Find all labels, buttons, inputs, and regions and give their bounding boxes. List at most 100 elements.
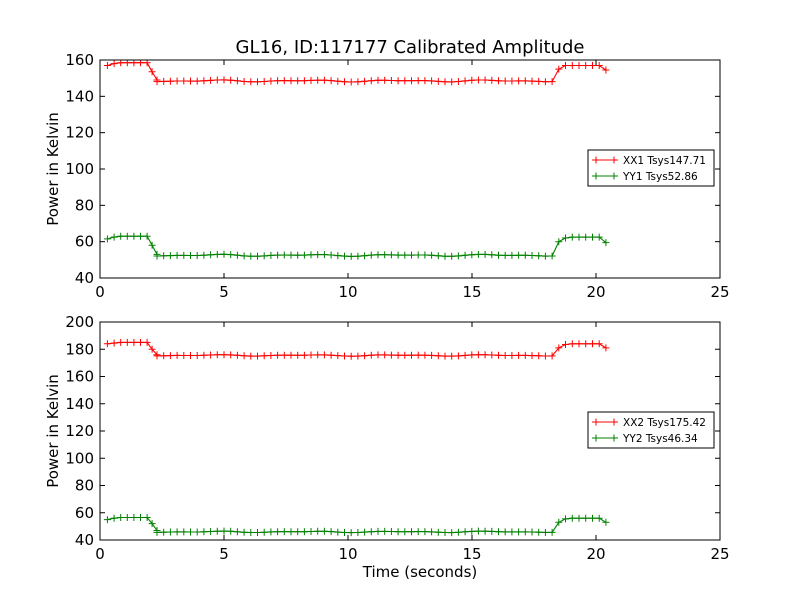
data-point bbox=[347, 529, 355, 537]
data-point bbox=[481, 76, 489, 84]
data-point bbox=[568, 514, 576, 522]
subplot-1: 0 5 10 15 20 25 40 60 80 100 120 140 160 Power in Kel… bbox=[44, 51, 730, 301]
data-point bbox=[387, 351, 395, 359]
data-point bbox=[103, 340, 111, 348]
data-point bbox=[528, 77, 536, 85]
y-tick-label: 180 bbox=[65, 340, 94, 358]
data-point bbox=[461, 251, 469, 259]
data-point bbox=[254, 529, 261, 536]
data-point bbox=[401, 77, 409, 85]
legend-marker bbox=[610, 172, 618, 180]
data-point bbox=[374, 251, 382, 259]
data-point bbox=[260, 352, 268, 360]
data-point bbox=[220, 250, 228, 258]
data-point bbox=[401, 351, 409, 359]
data-point bbox=[468, 251, 476, 259]
data-point bbox=[166, 352, 174, 360]
data-point bbox=[555, 344, 563, 352]
x-tick-label: 5 bbox=[219, 283, 229, 301]
data-point bbox=[548, 528, 556, 536]
data-point bbox=[200, 351, 208, 359]
legend-marker bbox=[610, 156, 618, 164]
data-point bbox=[394, 77, 402, 85]
data-point bbox=[448, 529, 456, 537]
data-point bbox=[582, 233, 590, 241]
data-point bbox=[137, 338, 144, 346]
data-point bbox=[495, 528, 502, 536]
data-point bbox=[515, 77, 523, 85]
data-point bbox=[166, 528, 174, 536]
data-point bbox=[130, 338, 138, 346]
x-tick-label: 20 bbox=[586, 545, 605, 563]
data-point bbox=[541, 78, 549, 86]
data-point bbox=[541, 252, 549, 260]
data-point bbox=[260, 252, 268, 260]
data-point bbox=[414, 251, 422, 259]
legend-marker bbox=[592, 156, 600, 164]
data-point bbox=[347, 252, 355, 260]
data-point bbox=[280, 251, 288, 259]
y-axis-label: Power in Kelvin bbox=[44, 374, 62, 488]
x-tick-label: 0 bbox=[95, 545, 105, 563]
data-point bbox=[187, 77, 194, 85]
data-point bbox=[341, 252, 348, 260]
data-point bbox=[602, 518, 610, 526]
y-tick-label: 40 bbox=[75, 531, 94, 549]
data-point bbox=[300, 251, 308, 259]
data-point bbox=[314, 76, 322, 84]
data-point bbox=[153, 528, 161, 536]
data-point bbox=[267, 352, 275, 359]
data-point bbox=[401, 251, 409, 259]
data-point bbox=[495, 251, 502, 259]
data-point bbox=[555, 65, 563, 73]
data-point bbox=[327, 351, 335, 359]
x-tick-label: 5 bbox=[219, 545, 229, 563]
data-point bbox=[589, 62, 596, 69]
data-point bbox=[421, 77, 429, 85]
data-point bbox=[408, 528, 415, 536]
data-point bbox=[575, 62, 583, 69]
data-point bbox=[200, 528, 208, 536]
data-point bbox=[180, 528, 188, 536]
data-point bbox=[548, 252, 556, 260]
data-point bbox=[568, 62, 576, 69]
data-point bbox=[541, 528, 549, 536]
data-point bbox=[220, 351, 228, 359]
data-point bbox=[528, 252, 536, 259]
data-point bbox=[474, 250, 482, 258]
data-point bbox=[381, 351, 389, 359]
data-point bbox=[488, 527, 496, 535]
data-point bbox=[589, 233, 596, 241]
data-point bbox=[374, 351, 382, 359]
data-point bbox=[575, 514, 583, 522]
data-point bbox=[481, 527, 489, 535]
data-point bbox=[575, 233, 583, 241]
data-point bbox=[193, 252, 201, 259]
data-point bbox=[582, 514, 590, 522]
y-tick-label: 100 bbox=[65, 449, 94, 467]
data-point bbox=[227, 527, 235, 535]
data-point bbox=[103, 516, 111, 524]
legend-label: YY2 Tsys46.34 bbox=[622, 433, 698, 445]
data-point bbox=[374, 527, 382, 535]
y-tick-label: 160 bbox=[65, 51, 94, 69]
data-point bbox=[441, 352, 449, 360]
data-point bbox=[602, 66, 610, 74]
data-point bbox=[247, 252, 255, 260]
x-tick-label: 10 bbox=[338, 545, 357, 563]
data-point bbox=[394, 251, 402, 259]
data-point bbox=[300, 528, 308, 536]
data-point bbox=[528, 528, 536, 536]
data-point bbox=[200, 251, 208, 259]
data-point bbox=[468, 351, 476, 359]
data-point bbox=[474, 76, 482, 84]
legend-marker bbox=[610, 418, 618, 426]
data-point bbox=[240, 252, 248, 260]
data-point bbox=[428, 528, 436, 536]
data-point bbox=[300, 77, 308, 85]
y-tick-label: 80 bbox=[75, 477, 94, 495]
x-tick-label: 15 bbox=[462, 545, 481, 563]
data-point bbox=[361, 352, 369, 360]
legend-box bbox=[587, 411, 715, 449]
data-point bbox=[555, 238, 563, 246]
